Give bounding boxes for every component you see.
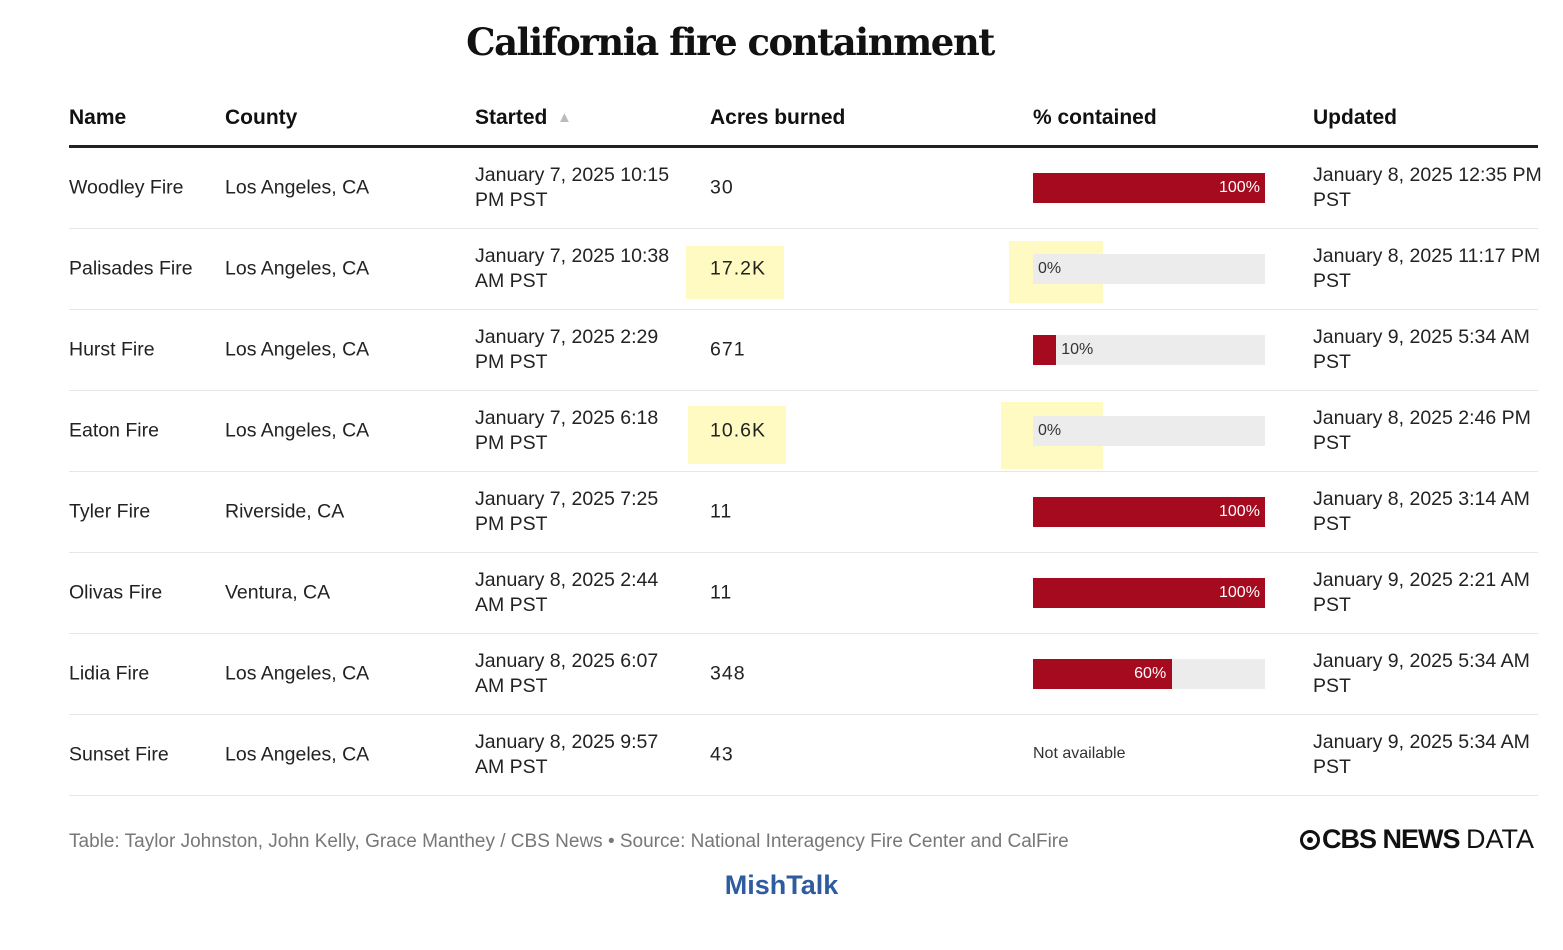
- started: January 8, 2025 9:57 AM PST: [475, 731, 659, 778]
- table-row: Woodley Fire Los Angeles, CA January 7, …: [69, 148, 1542, 229]
- fire-name: Tyler Fire: [69, 500, 151, 523]
- started: January 7, 2025 6:18 PM PST: [475, 407, 659, 454]
- containment-label: 0%: [1038, 422, 1062, 439]
- watermark: MishTalk: [724, 870, 839, 900]
- containment-fill: [1033, 497, 1265, 527]
- acres-burned: 10.6K: [710, 419, 766, 442]
- county: Los Angeles, CA: [225, 257, 370, 280]
- started: January 7, 2025 10:38 AM PST: [475, 245, 670, 292]
- cbs-news-data-logo: CBS NEWS DATA: [1300, 824, 1534, 855]
- acres-burned: 348: [710, 662, 746, 685]
- containment-fill: [1033, 659, 1173, 689]
- fire-name: Palisades Fire: [69, 257, 193, 280]
- updated: January 8, 2025 2:46 PM PST: [1313, 407, 1531, 454]
- fire-name: Lidia Fire: [69, 662, 150, 685]
- fire-name: Eaton Fire: [69, 419, 159, 442]
- table-row: Eaton Fire Los Angeles, CA January 7, 20…: [69, 391, 1538, 472]
- table-row: Olivas Fire Ventura, CA January 8, 2025 …: [69, 553, 1538, 634]
- containment-label: 100%: [1219, 179, 1260, 196]
- contained-na: Not available: [1033, 745, 1126, 762]
- started: January 7, 2025 10:15 PM PST: [475, 164, 670, 211]
- acres-burned: 671: [710, 338, 746, 361]
- started: January 7, 2025 7:25 PM PST: [475, 488, 659, 535]
- containment-fill: [1033, 335, 1057, 365]
- updated: January 9, 2025 2:21 AM PST: [1313, 569, 1530, 616]
- county: Los Angeles, CA: [225, 743, 370, 766]
- containment-fill: [1033, 173, 1265, 203]
- started: January 8, 2025 2:44 AM PST: [475, 569, 659, 616]
- table-row: Sunset Fire Los Angeles, CA January 8, 2…: [69, 715, 1538, 796]
- fire-name: Olivas Fire: [69, 581, 163, 604]
- containment-bar: 10%: [1033, 335, 1265, 365]
- updated: January 9, 2025 5:34 AM PST: [1313, 731, 1530, 778]
- table-row: Lidia Fire Los Angeles, CA January 8, 20…: [69, 634, 1538, 715]
- col-name[interactable]: Name: [69, 106, 127, 129]
- footer-credit: Table: Taylor Johnston, John Kelly, Grac…: [69, 831, 1069, 852]
- acres-burned: 17.2K: [710, 257, 766, 280]
- county: Los Angeles, CA: [225, 176, 370, 199]
- col-acres[interactable]: Acres burned: [710, 106, 846, 129]
- county: Ventura, CA: [225, 581, 331, 604]
- table-row: Hurst Fire Los Angeles, CA January 7, 20…: [69, 310, 1538, 391]
- updated: January 8, 2025 11:17 PM PST: [1313, 245, 1541, 292]
- containment-bar: 0%: [1033, 416, 1265, 446]
- acres-burned: 43: [710, 743, 734, 766]
- county: Los Angeles, CA: [225, 338, 370, 361]
- containment-label: 60%: [1134, 665, 1167, 682]
- containment-bar: 60%: [1033, 659, 1265, 689]
- updated: January 8, 2025 3:14 AM PST: [1313, 488, 1530, 535]
- acres-burned: 11: [710, 500, 733, 523]
- containment-label: 0%: [1038, 260, 1062, 277]
- county: Los Angeles, CA: [225, 419, 370, 442]
- containment-label: 100%: [1219, 503, 1260, 520]
- county: Riverside, CA: [225, 500, 345, 523]
- containment-fill: [1033, 578, 1265, 608]
- acres-burned: 11: [710, 581, 733, 604]
- containment-label: 10%: [1061, 341, 1094, 358]
- col-updated[interactable]: Updated: [1313, 106, 1397, 129]
- highlight-acres: [686, 246, 784, 299]
- containment-label: 100%: [1219, 584, 1260, 601]
- cbs-eye-icon: [1300, 830, 1320, 850]
- updated: January 9, 2025 5:34 AM PST: [1313, 326, 1530, 373]
- containment-bar: 100%: [1033, 497, 1265, 527]
- highlight-acres: [688, 406, 786, 464]
- table-header: Name County Started ▲ Acres burned % con…: [69, 104, 1538, 148]
- fire-name: Woodley Fire: [69, 176, 184, 199]
- started: January 8, 2025 6:07 AM PST: [475, 650, 659, 697]
- col-started[interactable]: Started: [475, 106, 548, 129]
- sort-ascending-icon[interactable]: ▲: [557, 109, 572, 126]
- county: Los Angeles, CA: [225, 662, 370, 685]
- fire-name: Sunset Fire: [69, 743, 169, 766]
- logo-main: CBS NEWS: [1322, 824, 1461, 854]
- col-county[interactable]: County: [225, 106, 298, 129]
- acres-burned: 30: [710, 176, 734, 199]
- fire-name: Hurst Fire: [69, 338, 155, 361]
- updated: January 9, 2025 5:34 AM PST: [1313, 650, 1530, 697]
- table-row: Palisades Fire Los Angeles, CA January 7…: [69, 229, 1540, 310]
- started: January 7, 2025 2:29 PM PST: [475, 326, 659, 373]
- table-row: Tyler Fire Riverside, CA January 7, 2025…: [69, 472, 1538, 553]
- logo-sub: DATA: [1466, 824, 1535, 854]
- page-title: California fire containment: [466, 20, 995, 64]
- updated: January 8, 2025 12:35 PM PST: [1313, 164, 1542, 211]
- containment-bar: 0%: [1033, 254, 1265, 284]
- containment-bar: 100%: [1033, 173, 1265, 203]
- containment-bar: 100%: [1033, 578, 1265, 608]
- col-contained[interactable]: % contained: [1033, 106, 1157, 129]
